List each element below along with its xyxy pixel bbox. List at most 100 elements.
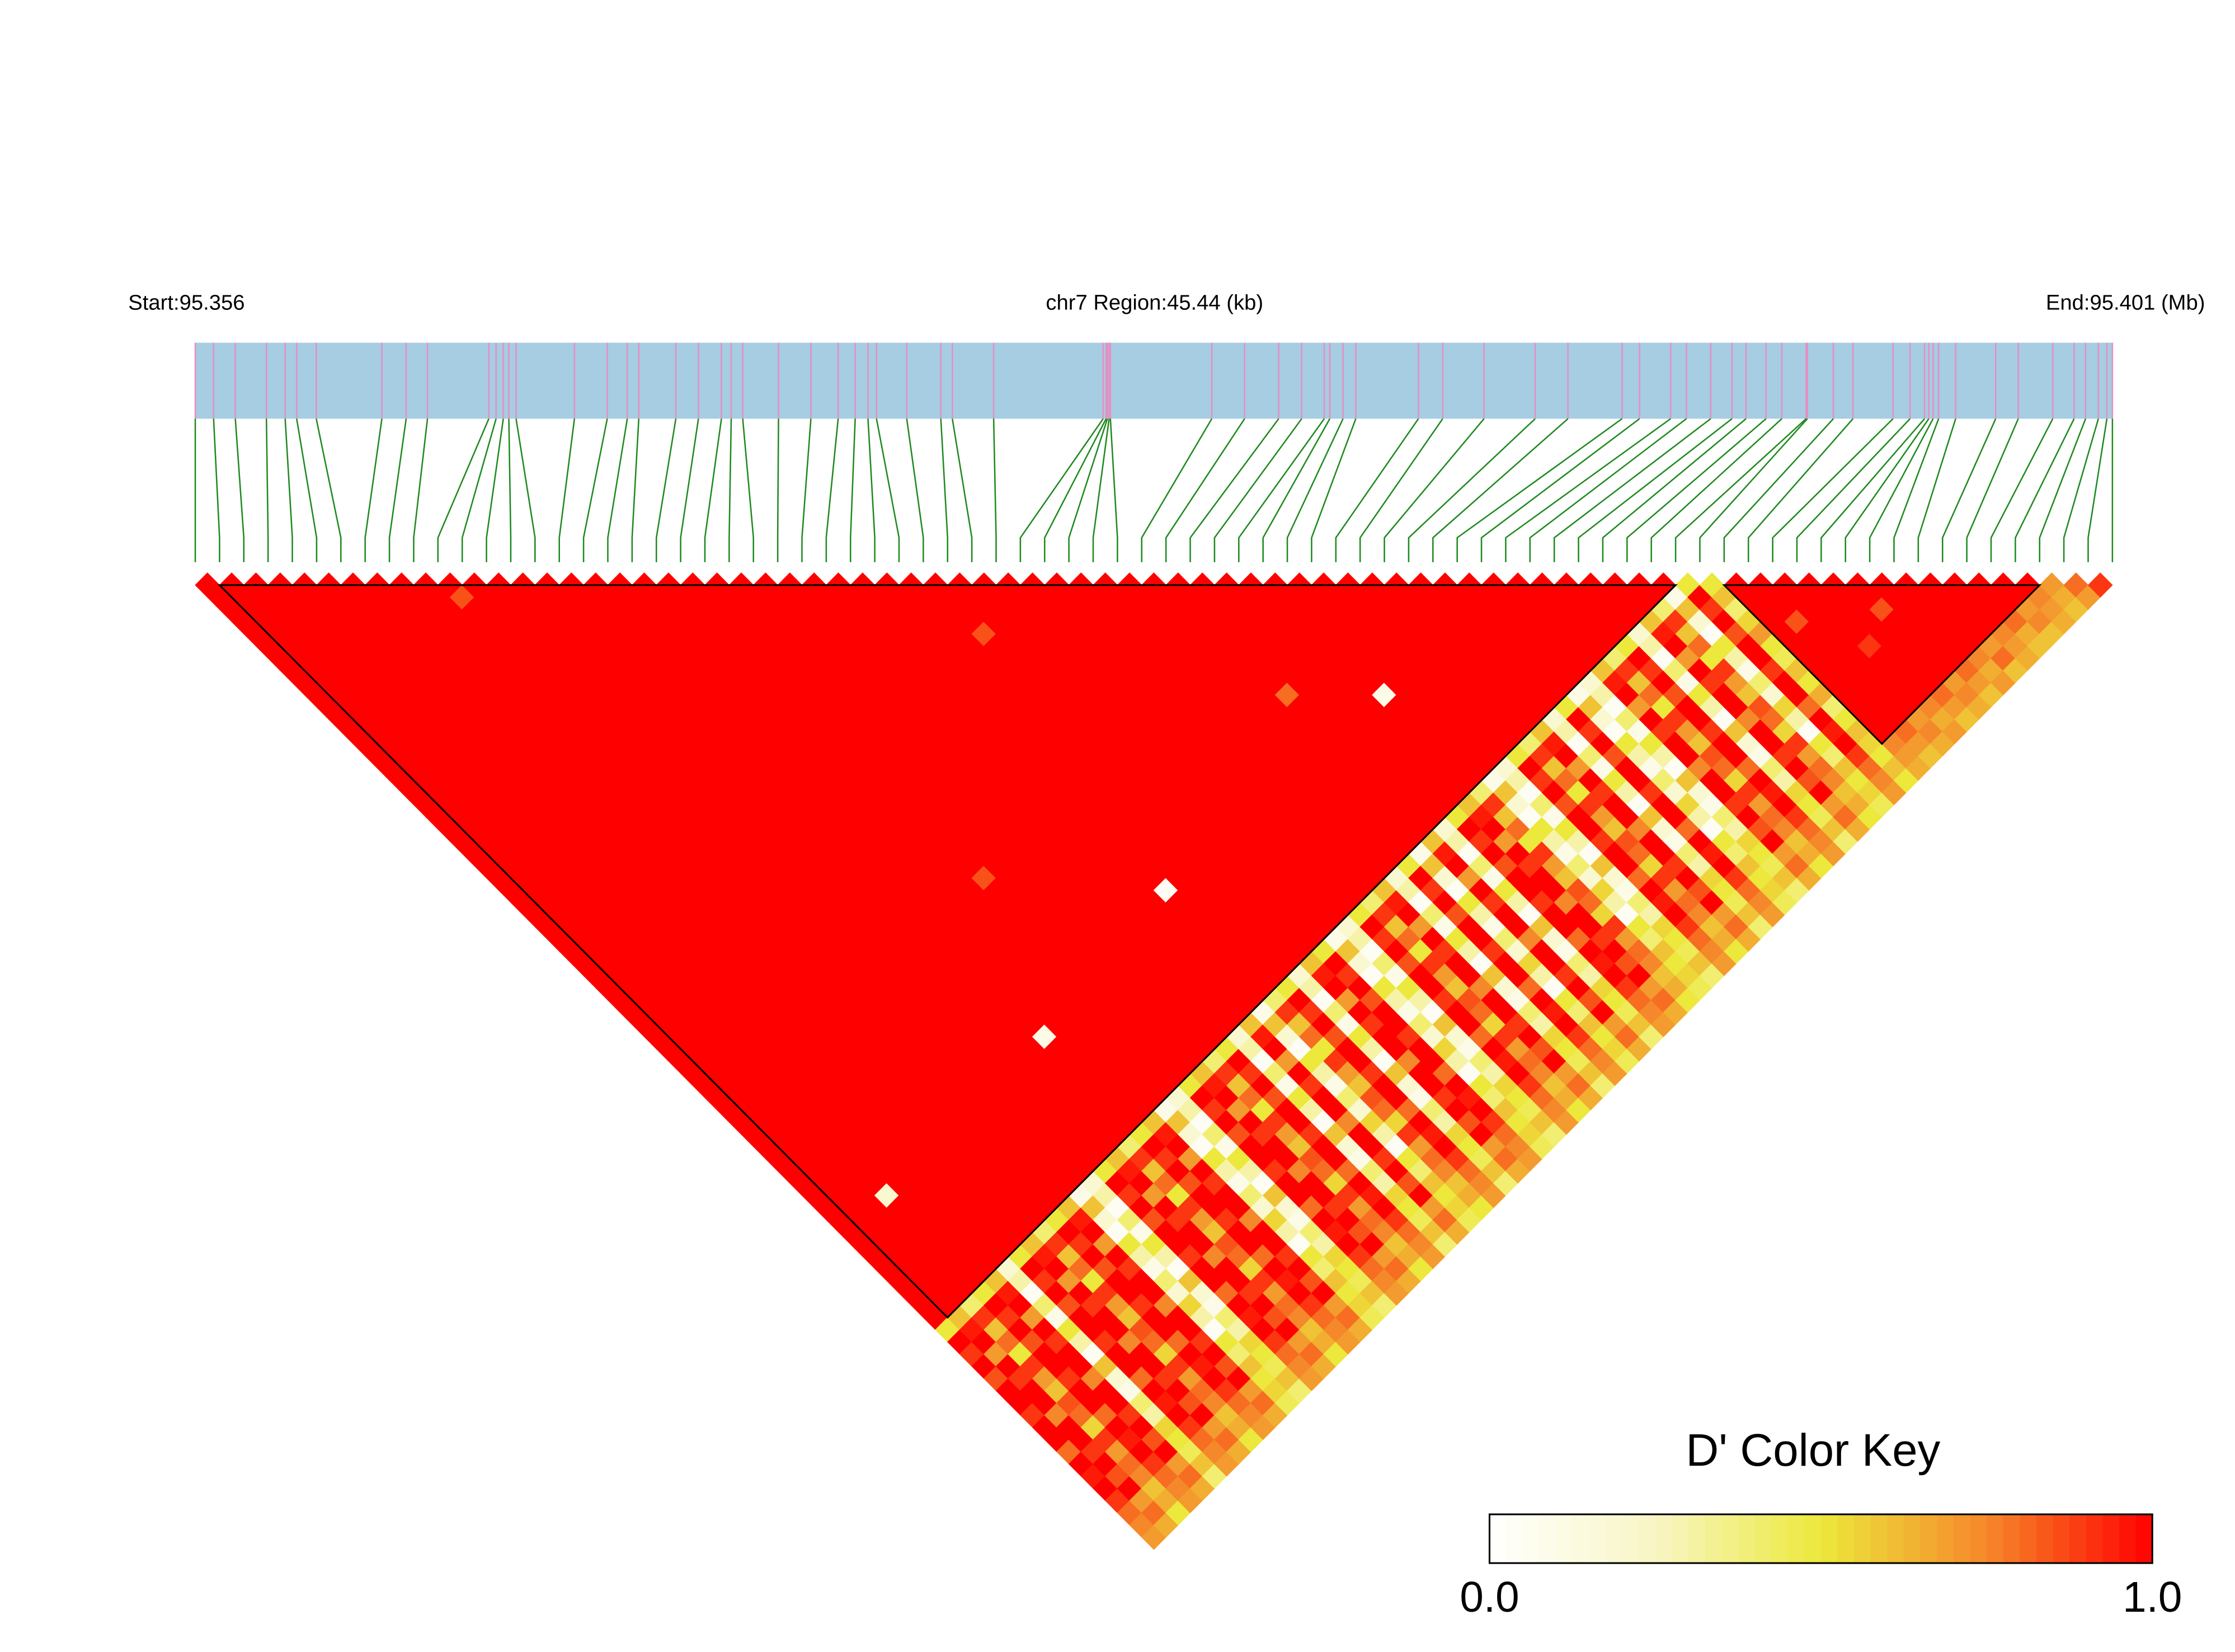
snp-connector: [364, 418, 383, 562]
snp-connector: [607, 418, 628, 562]
snp-connector: [940, 418, 949, 562]
snp-connector: [437, 418, 490, 562]
snp-connector: [1626, 418, 1767, 562]
snp-connector: [680, 418, 699, 562]
color-key-step: [1820, 1514, 1838, 1564]
snp-connector: [1941, 418, 1997, 562]
color-key-step: [1903, 1514, 1921, 1564]
snp-connector: [1529, 418, 1687, 562]
snp-connector: [1109, 418, 1118, 562]
snp-connector: [1068, 418, 1108, 562]
snp-connector: [655, 418, 677, 562]
snp-connector: [461, 418, 497, 562]
snp-connector: [1772, 418, 1894, 562]
snp-connector: [1092, 418, 1110, 562]
snp-connector: [728, 418, 732, 562]
color-key-step: [1837, 1514, 1855, 1564]
snp-connector: [1505, 418, 1671, 562]
color-key-tick-label: 1.0: [2123, 1574, 2182, 1621]
snp-connector: [582, 418, 608, 562]
snp-connector: [1432, 418, 1569, 562]
color-key-step: [1672, 1514, 1689, 1564]
snp-connector: [265, 418, 269, 562]
color-key-step: [1738, 1514, 1756, 1564]
color-key-step: [1572, 1514, 1589, 1564]
snp-connector: [1650, 418, 1782, 562]
color-key-step: [2135, 1514, 2153, 1564]
snp-connector: [413, 418, 429, 562]
snp-connector: [1311, 418, 1357, 562]
snp-connector: [1917, 418, 1956, 562]
snp-connector: [876, 418, 900, 562]
color-key-step: [2003, 1514, 2021, 1564]
color-key-step: [1555, 1514, 1573, 1564]
color-key-step: [2119, 1514, 2137, 1564]
color-key-step: [1804, 1514, 1822, 1564]
snp-connector: [1213, 418, 1302, 562]
color-key-step: [2036, 1514, 2054, 1564]
color-key-step: [1937, 1514, 1954, 1564]
snp-connector: [1456, 418, 1623, 562]
snp-connector: [1165, 418, 1245, 562]
color-key-step: [1920, 1514, 1937, 1564]
snp-connector: [2015, 418, 2075, 562]
snp-connector: [1602, 418, 1747, 562]
color-key-step: [1953, 1514, 1971, 1564]
snp-connector: [388, 418, 407, 562]
snp-connector: [1578, 418, 1733, 562]
snp-connector: [906, 418, 924, 562]
snp-connector: [1480, 418, 1640, 562]
snp-connector: [1869, 418, 1934, 562]
snp-connector: [1238, 418, 1325, 562]
snp-connector: [1699, 418, 1808, 562]
snp-connector: [1820, 418, 1926, 562]
color-key-step: [1688, 1514, 1706, 1564]
color-key-step: [1705, 1514, 1722, 1564]
snp-connector: [1553, 418, 1711, 562]
color-key-step: [1622, 1514, 1639, 1564]
color-key-step: [1589, 1514, 1606, 1564]
ld-cell: [2087, 572, 2113, 598]
snp-connector: [1408, 418, 1536, 562]
color-key-step: [1506, 1514, 1523, 1564]
snp-connector: [486, 418, 504, 562]
snp-connector: [1359, 418, 1443, 562]
color-key-step: [2053, 1514, 2070, 1564]
color-key-step: [1854, 1514, 1871, 1564]
color-key-step: [1970, 1514, 1987, 1564]
snp-connector: [1990, 418, 2054, 562]
position-bar: [195, 342, 2112, 419]
snp-connector: [1141, 418, 1213, 562]
color-key-step: [2069, 1514, 2087, 1564]
snp-connector: [2063, 418, 2099, 562]
snp-connector: [1286, 418, 1344, 562]
snp-connector: [515, 418, 536, 562]
color-key-step: [1771, 1514, 1789, 1564]
snp-connector: [1043, 418, 1107, 562]
snp-connector: [234, 418, 245, 562]
color-key-step: [1522, 1514, 1540, 1564]
snp-connector: [1335, 418, 1419, 562]
color-key-step: [1489, 1514, 1507, 1564]
color-key-step: [1655, 1514, 1673, 1564]
snp-connector: [1674, 418, 1807, 562]
color-key-border: [1488, 1513, 2153, 1564]
ld-block-outline: [217, 584, 1678, 1319]
snp-connector: [1019, 418, 1104, 562]
color-key-step: [1605, 1514, 1623, 1564]
snp-connector: [1262, 418, 1331, 562]
snp-connector: [508, 418, 512, 562]
snp-connector: [867, 418, 876, 562]
color-key-step: [1754, 1514, 1772, 1564]
snp-connector: [952, 418, 973, 562]
ld-block-outline: [1722, 584, 2042, 745]
color-key-tick-label: 0.0: [1460, 1574, 1519, 1621]
snp-connector: [1384, 418, 1485, 562]
snp-connector: [849, 418, 856, 562]
snp-connector: [1723, 418, 1834, 562]
snp-connector: [992, 418, 997, 562]
snp-connector: [1796, 418, 1911, 562]
snp-connector: [2087, 418, 2108, 562]
